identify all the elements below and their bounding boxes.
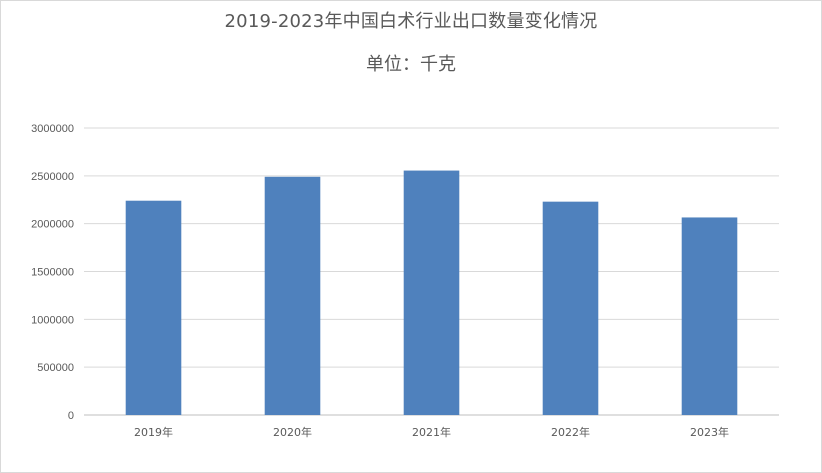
bar bbox=[403, 170, 460, 415]
y-tick-label: 2000000 bbox=[31, 219, 74, 231]
bar bbox=[264, 176, 321, 415]
x-tick-label: 2019年 bbox=[134, 425, 173, 439]
chart-subtitle: 单位：千克 bbox=[366, 54, 456, 75]
x-tick-label: 2023年 bbox=[690, 425, 729, 439]
y-tick-label: 0 bbox=[68, 410, 74, 422]
bar bbox=[681, 217, 738, 415]
chart-title: 2019-2023年中国白术行业出口数量变化情况 bbox=[224, 11, 598, 32]
y-tick-label: 2500000 bbox=[31, 171, 74, 183]
bar bbox=[125, 200, 182, 415]
y-tick-label: 500000 bbox=[37, 362, 74, 374]
y-tick-label: 1000000 bbox=[31, 314, 74, 326]
y-tick-label: 3000000 bbox=[31, 123, 74, 135]
x-tick-label: 2021年 bbox=[412, 425, 451, 439]
bar bbox=[542, 201, 599, 415]
y-tick-label: 1500000 bbox=[31, 267, 74, 279]
x-tick-label: 2020年 bbox=[273, 425, 312, 439]
x-tick-label: 2022年 bbox=[551, 425, 590, 439]
